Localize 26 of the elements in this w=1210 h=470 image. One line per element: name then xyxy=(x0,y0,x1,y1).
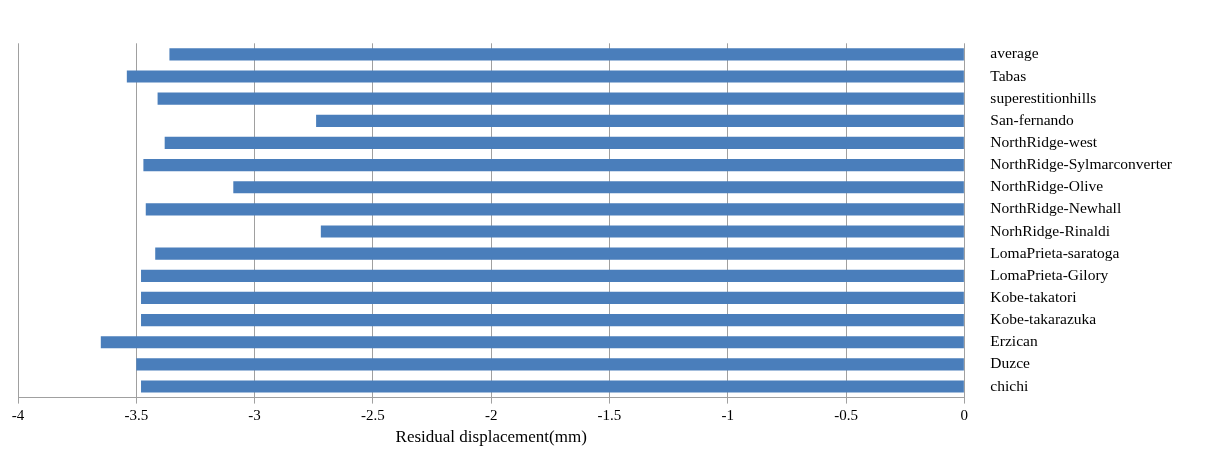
x-tick-label: -4 xyxy=(11,406,25,423)
x-tick-label: 0 xyxy=(960,406,969,423)
x-tick-label: -1.5 xyxy=(597,406,622,423)
y-tick-label: NorthRidge-Sylmarconverter xyxy=(990,155,1173,173)
x-tick-label: -0.5 xyxy=(834,406,858,423)
y-tick-label: chichi xyxy=(990,376,1029,394)
y-tick-label: NorthRidge-Olive xyxy=(990,177,1104,195)
y-tick-label: NorthRidge-Newhall xyxy=(990,199,1122,217)
y-tick-label: superestitionhills xyxy=(990,88,1097,106)
y-tick-label: NorthRidge-west xyxy=(990,133,1098,151)
y-tick-label: Tabas xyxy=(990,66,1027,84)
x-tick-label: -2 xyxy=(484,406,498,423)
y-tick-label: LomaPrieta-saratoga xyxy=(990,243,1120,261)
x-tick-label: -2.5 xyxy=(361,406,385,423)
y-tick-label: Duzce xyxy=(990,354,1031,372)
y-tick-label: NorhRidge-Rinaldi xyxy=(990,221,1111,239)
y-tick-label: Erzican xyxy=(990,332,1038,350)
y-tick-label: San-fernando xyxy=(990,110,1075,128)
x-axis-title: Residual displacement(mm) xyxy=(395,427,587,447)
x-tick-label: -3 xyxy=(248,406,261,423)
y-tick-label: average xyxy=(990,44,1039,62)
x-tick-label: -3.5 xyxy=(124,406,149,423)
y-tick-label: Kobe-takatori xyxy=(990,288,1078,306)
y-tick-label: Kobe-takarazuka xyxy=(990,310,1097,328)
y-tick-label: LomaPrieta-Gilory xyxy=(990,265,1109,283)
x-tick-label: -1 xyxy=(721,406,735,423)
